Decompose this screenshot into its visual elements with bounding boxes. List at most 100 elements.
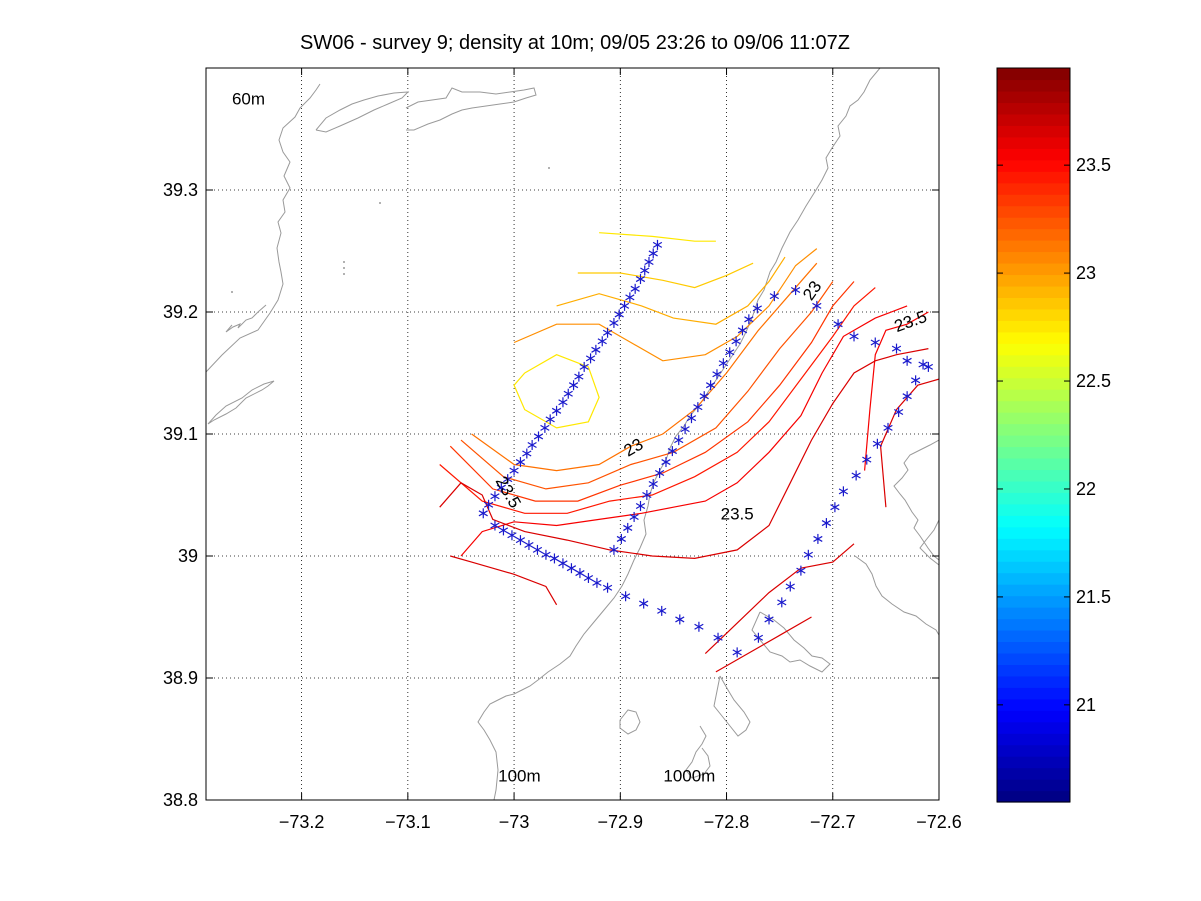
colorbar-cell — [997, 320, 1070, 333]
colorbar-cell — [997, 136, 1070, 149]
bathymetry-line — [713, 675, 751, 737]
station-marker — [583, 572, 594, 583]
station-marker — [693, 402, 703, 413]
station-marker — [644, 256, 654, 267]
bathymetry-line — [619, 709, 641, 735]
bathymetry-line — [405, 87, 537, 131]
station-marker — [785, 581, 795, 592]
station-marker — [566, 563, 577, 574]
colorbar-cell — [997, 400, 1070, 413]
density-contour-line — [577, 262, 754, 289]
density-contour-line — [556, 256, 786, 325]
station-marker — [923, 361, 934, 372]
station-marker — [483, 499, 494, 510]
station-marker — [777, 597, 787, 608]
colorbar-tick-label: 22.5 — [1076, 371, 1111, 391]
bathymetry-line — [315, 91, 410, 133]
colorbar-cell — [997, 79, 1070, 92]
density-contour-line — [449, 281, 855, 502]
colorbar-cell — [997, 675, 1070, 688]
station-marker — [803, 549, 813, 560]
bathymetry-dot — [343, 273, 345, 275]
density-contour-line — [704, 543, 855, 655]
station-marker — [509, 465, 519, 476]
colorbar-cell — [997, 584, 1070, 597]
colorbar-cell — [997, 331, 1070, 344]
station-marker — [652, 239, 663, 250]
station-marker — [686, 413, 697, 424]
station-marker — [585, 353, 596, 364]
colorbar-cell — [997, 171, 1070, 184]
station-marker — [752, 303, 762, 314]
station-marker — [790, 285, 801, 296]
station-marker — [699, 391, 709, 402]
bathymetry-dot — [343, 261, 345, 263]
density-contour-line — [513, 248, 818, 362]
density-contour-line — [599, 232, 716, 242]
colorbar-cell — [997, 412, 1070, 425]
station-marker — [769, 291, 779, 302]
station-marker — [563, 388, 573, 399]
station-marker — [490, 491, 500, 502]
x-tick-label: −72.7 — [810, 812, 856, 832]
station-marker — [532, 544, 543, 555]
colorbar-cell — [997, 217, 1070, 230]
station-marker — [849, 331, 859, 342]
y-axis: 38.8 38.9 39 39.1 39.2 39.3 — [163, 180, 939, 810]
colorbar-cell — [997, 629, 1070, 643]
station-marker — [796, 565, 806, 576]
colorbar-cell — [997, 308, 1070, 321]
density-contour-line — [864, 311, 929, 471]
bathymetry-line — [206, 83, 321, 373]
colorbar-cell — [997, 377, 1070, 390]
y-tick-label: 39.2 — [163, 302, 198, 322]
station-marker — [522, 448, 532, 459]
bathymetry-dot — [343, 267, 345, 269]
station-marker — [549, 553, 560, 564]
contour-label: 23.5 — [721, 504, 754, 523]
bathymetry-line — [207, 380, 275, 425]
colorbar-cell — [997, 469, 1070, 482]
colorbar-cell — [997, 240, 1070, 253]
colorbar-cell — [997, 733, 1070, 746]
station-marker — [654, 468, 665, 479]
colorbar-cell — [997, 423, 1070, 436]
station-marker — [609, 317, 619, 328]
colorbar-cell — [997, 354, 1070, 367]
colorbar-cell — [997, 366, 1070, 379]
colorbar-cell — [997, 721, 1070, 734]
colorbar-cell — [997, 687, 1070, 700]
colorbar-cell — [997, 262, 1070, 276]
density-contour-line — [715, 616, 812, 673]
colorbar-cell — [997, 652, 1070, 665]
station-marker — [862, 454, 872, 465]
station-marker — [830, 502, 840, 513]
colorbar-cell — [997, 125, 1070, 138]
station-marker — [667, 446, 678, 457]
y-tick-label: 39 — [178, 546, 198, 566]
x-tick-label: −73.2 — [279, 812, 325, 832]
colorbar-cell — [997, 710, 1070, 723]
station-marker — [515, 535, 526, 546]
density-contour-line — [460, 305, 908, 557]
station-marker — [910, 375, 921, 386]
colorbar-cell — [997, 148, 1070, 161]
station-marker — [515, 457, 526, 468]
station-marker — [602, 327, 613, 338]
colorbar-cell — [997, 767, 1070, 780]
station-marker — [675, 614, 685, 625]
station-marker — [737, 325, 748, 336]
colorbar-cell — [997, 102, 1070, 115]
x-tick-label: −73.1 — [385, 812, 431, 832]
colorbar-cell — [997, 68, 1070, 81]
bathymetry-line — [685, 725, 711, 779]
station-marker — [833, 319, 843, 330]
colorbar-cell — [997, 607, 1070, 620]
station-marker — [545, 414, 555, 425]
station-marker — [620, 591, 631, 602]
colorbar-cell — [997, 194, 1070, 207]
station-markers — [478, 239, 934, 658]
bathymetry-line — [893, 439, 939, 561]
station-marker — [558, 397, 568, 408]
